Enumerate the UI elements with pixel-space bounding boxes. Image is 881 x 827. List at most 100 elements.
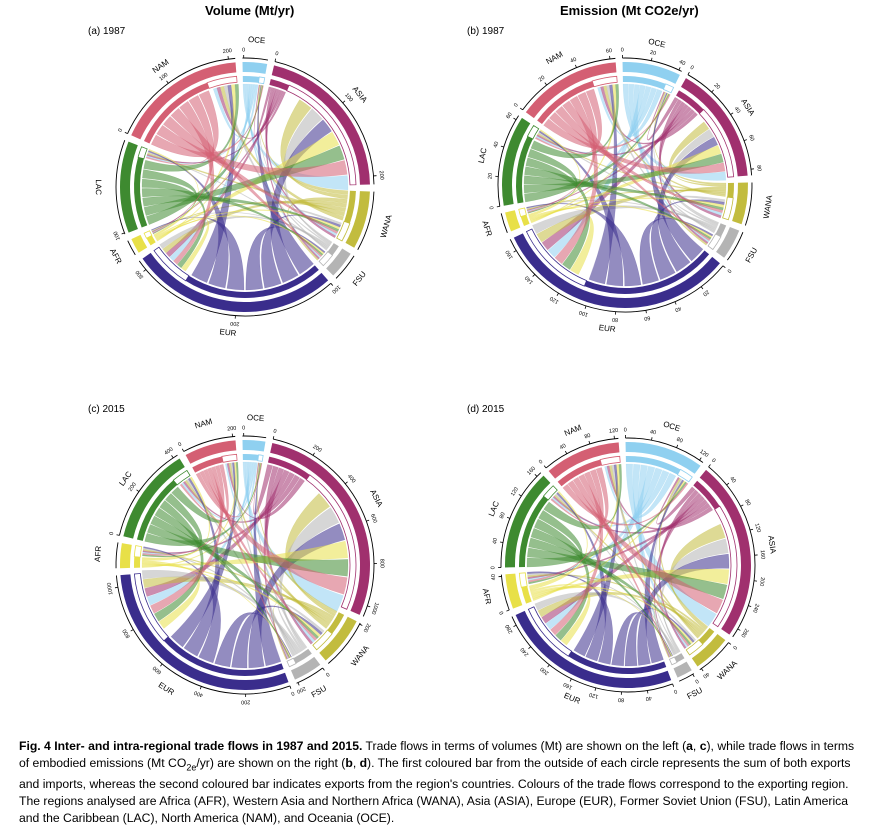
tick-label: 200	[222, 48, 232, 55]
tick-label: 0	[726, 267, 733, 273]
tick-label: 20	[712, 82, 721, 91]
tick-label: 40	[570, 57, 578, 65]
tick-label: 300	[135, 269, 145, 280]
tick-mark	[367, 606, 370, 607]
export-bar-wana	[727, 183, 734, 198]
tick-mark	[709, 465, 711, 467]
tick-label: 200	[227, 426, 237, 433]
import-band-afr	[519, 208, 527, 217]
tick-label: 0	[242, 47, 245, 53]
caption-text-1: Trade flows in terms of volumes (Mt) are…	[362, 739, 686, 753]
region-label-wana: WANA	[379, 213, 394, 239]
tick-mark	[172, 455, 174, 457]
tick-label: 0	[624, 427, 627, 433]
tick-label: 80	[743, 499, 751, 507]
tick-label: 120	[698, 449, 709, 459]
region-label-lac: LAC	[94, 179, 103, 195]
import-band-oce	[258, 455, 263, 462]
tick-label: 100	[343, 92, 354, 103]
tick-label: 600	[369, 513, 378, 524]
tick-mark	[290, 686, 291, 689]
tick-label: 120	[589, 691, 599, 699]
region-label-oce: OCE	[248, 35, 266, 45]
region-label-asia: ASIA	[766, 535, 778, 555]
tick-mark	[557, 293, 559, 296]
region-label-lac: LAC	[477, 147, 489, 164]
tick-label: 0	[710, 458, 716, 465]
total-bar-oce	[243, 62, 268, 74]
region-label-nam: NAM	[563, 423, 583, 438]
tick-mark	[712, 90, 714, 92]
region-label-nam: NAM	[194, 417, 214, 431]
tick-label: 80	[499, 512, 507, 520]
tick-label: 280	[505, 623, 515, 634]
tick-mark	[544, 466, 546, 468]
tick-label: 80	[618, 696, 624, 702]
tick-label: 0	[275, 51, 279, 58]
tick-label: 280	[739, 627, 749, 638]
tick-label: 40	[649, 429, 656, 436]
tick-label: 200	[128, 482, 138, 493]
tick-label: 40	[728, 476, 737, 485]
region-label-eur: EUR	[157, 680, 176, 697]
tick-label: 600	[152, 665, 163, 675]
tick-mark	[652, 437, 653, 440]
tick-label: 400	[193, 689, 204, 698]
caption-heading: Fig. 4 Inter- and intra-regional trade f…	[19, 739, 362, 753]
tick-mark	[200, 686, 201, 689]
tick-label: 40	[702, 671, 710, 679]
tick-mark	[125, 132, 128, 133]
tick-label: 400	[346, 474, 356, 485]
tick-mark	[744, 140, 747, 141]
tick-label: 0	[689, 65, 695, 72]
tick-mark	[595, 688, 596, 691]
tick-label: 40	[733, 106, 741, 114]
tick-mark	[144, 270, 146, 272]
tick-label: 0	[324, 671, 330, 678]
tick-mark	[520, 108, 522, 110]
tick-mark	[565, 451, 566, 454]
total-bar-fsu	[674, 662, 692, 678]
region-label-eur: EUR	[219, 327, 237, 338]
tick-label: 100	[158, 72, 169, 82]
import-band-oce	[259, 77, 265, 84]
tick-mark	[748, 606, 751, 607]
import-band-nam	[222, 454, 237, 462]
tick-label: 0	[273, 428, 277, 435]
tick-mark	[115, 587, 118, 588]
tick-mark	[122, 233, 125, 234]
tick-label: 800	[378, 559, 384, 568]
region-label-wana: WANA	[716, 658, 740, 681]
tick-mark	[651, 58, 652, 61]
tick-label: 200	[241, 699, 250, 705]
region-label-afr: AFR	[108, 247, 124, 266]
tick-mark	[723, 266, 725, 268]
tick-label: 0	[242, 425, 245, 431]
tick-mark	[731, 113, 733, 115]
caption-ref-a: a	[686, 739, 693, 753]
tick-label: 20	[649, 50, 656, 57]
tick-label: 160	[505, 249, 515, 260]
tick-label: 100	[113, 230, 122, 241]
tick-label: 60	[644, 314, 651, 321]
caption-sep-1: ,	[693, 739, 700, 753]
tick-mark	[275, 59, 276, 62]
tick-label: 160	[563, 681, 574, 690]
tick-label: 200	[758, 577, 765, 587]
tick-mark	[506, 610, 509, 611]
region-label-nam: NAM	[544, 49, 564, 66]
region-label-asia: ASIA	[739, 97, 757, 118]
tick-label: 200	[378, 170, 385, 180]
tick-mark	[497, 206, 500, 207]
panel-label: (d) 2015	[467, 404, 505, 415]
tick-mark	[675, 302, 676, 305]
import-band-lac	[138, 147, 147, 159]
caption-text-3: /yr) are shown on the right (	[196, 756, 345, 770]
region-label-wana: WANA	[762, 194, 775, 219]
tick-mark	[507, 517, 510, 518]
tick-mark	[528, 647, 530, 649]
region-label-oce: OCE	[647, 37, 666, 50]
tick-label: 60	[606, 48, 613, 55]
tick-label: 40	[492, 538, 499, 545]
tick-label: 60	[747, 134, 755, 142]
